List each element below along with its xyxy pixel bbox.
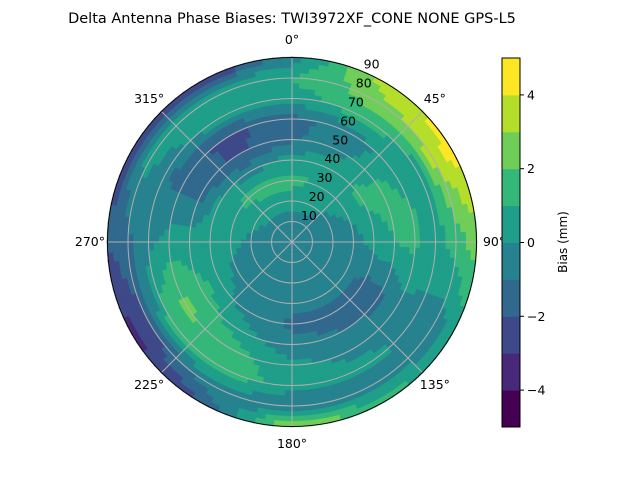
colorbar-tick-label: 0	[527, 235, 535, 250]
colorbar-segment	[502, 353, 520, 391]
colorbar-segment	[502, 242, 520, 280]
angle-tick-label: 180°	[277, 436, 307, 451]
colorbar-tick-label: 4	[527, 87, 535, 102]
colorbar-label: Bias (mm)	[556, 211, 570, 273]
radial-tick-label: 50	[332, 132, 348, 147]
angle-tick-label: 45°	[424, 91, 446, 106]
polar-grid	[107, 57, 477, 427]
radial-tick-label: 10	[301, 208, 317, 223]
colorbar-segment	[502, 279, 520, 317]
colorbar-segment	[502, 390, 520, 428]
colorbar: −4 −2 0 2 4	[501, 57, 545, 428]
colorbar-segment	[502, 94, 520, 133]
colorbar-tick-label: −2	[527, 309, 545, 324]
radial-tick-label: 40	[324, 151, 340, 166]
radial-tick-label: 70	[348, 94, 364, 109]
colorbar-tick-label: −4	[527, 383, 545, 398]
radial-tick-label: 20	[309, 189, 325, 204]
radial-tick-label: 60	[340, 113, 356, 128]
angle-tick-label: 225°	[134, 377, 164, 392]
radial-tick-label: 80	[356, 75, 372, 90]
angle-tick-label: 315°	[134, 91, 164, 106]
colorbar-segment	[502, 58, 520, 96]
radial-tick-label: 90	[364, 57, 380, 72]
contour-fill	[106, 56, 478, 428]
colorbar-segment	[502, 131, 520, 170]
colorbar-tick-label: 2	[527, 161, 535, 176]
angle-tick-label: 270°	[75, 234, 105, 249]
colorbar-segment	[502, 168, 520, 207]
angle-tick-label: 135°	[420, 377, 450, 392]
chart-title: Delta Antenna Phase Biases: TWI3972XF_CO…	[68, 11, 516, 27]
colorbar-segment	[502, 205, 520, 243]
angle-tick-label: 0°	[285, 32, 299, 47]
colorbar-segment	[502, 316, 520, 354]
radial-tick-label: 30	[317, 170, 333, 185]
